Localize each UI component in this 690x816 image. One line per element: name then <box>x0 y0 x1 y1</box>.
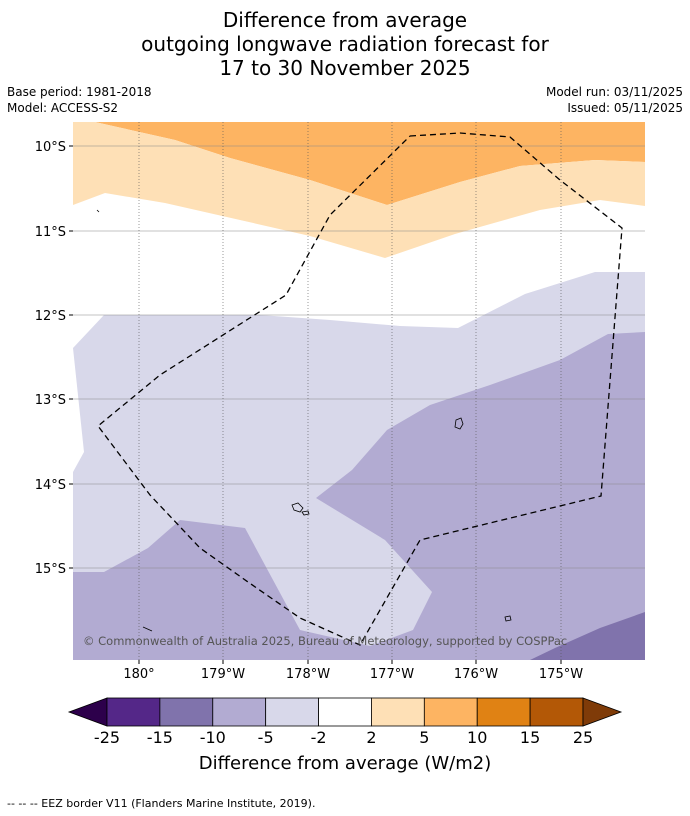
colorbar-under-arrow <box>67 697 108 727</box>
colorbar-swatch <box>371 697 425 727</box>
island-c <box>301 510 310 516</box>
colorbar <box>67 697 623 727</box>
eez-legend-note: -- -- -- EEZ border V11 (Flanders Marine… <box>7 797 316 810</box>
colorbar-tick-label: 15 <box>519 728 541 747</box>
island-d <box>504 615 512 622</box>
island-b <box>291 502 304 513</box>
island-e <box>142 626 153 632</box>
colorbar-swatch <box>212 697 267 727</box>
title-line-3: 17 to 30 November 2025 <box>219 56 471 80</box>
colorbar-tick-label: 10 <box>467 728 488 747</box>
model-name: Model: ACCESS-S2 <box>7 101 119 115</box>
colorbar-swatch <box>423 697 478 727</box>
colorbar-tick-label: -25 <box>93 728 121 747</box>
colorbar-tick-label: -10 <box>199 728 226 747</box>
lon-label: 177°W <box>370 667 414 682</box>
colorbar-swatch <box>318 697 372 727</box>
longitude-labels: 180° 179°W 178°W 177°W 176°W 175°W <box>123 660 583 682</box>
lon-label: 175°W <box>539 667 583 682</box>
colorbar-swatch <box>529 697 584 727</box>
issued-date: Issued: 05/11/2025 <box>567 101 683 115</box>
colorbar-title: Difference from average (W/m2) <box>198 753 492 774</box>
band-negative-moderate <box>73 332 645 660</box>
lat-label: 11°S <box>35 225 66 240</box>
colorbar-tick-label: 25 <box>572 728 594 747</box>
lat-label: 15°S <box>35 562 66 577</box>
island-f <box>96 209 100 213</box>
title-line-1: Difference from average <box>222 8 468 32</box>
meta-right: Model run: 03/11/2025 Issued: 05/11/2025 <box>546 84 683 116</box>
colorbar-swatch <box>106 697 161 727</box>
colorbar-swatch <box>476 697 531 727</box>
latitude-labels: 10°S 11°S 12°S 13°S 14°S 15°S <box>35 140 73 577</box>
map-title: Difference from average outgoing longwav… <box>0 8 690 80</box>
band-negative-strong <box>530 612 645 660</box>
title-line-2: outgoing longwave radiation forecast for <box>141 32 549 56</box>
colorbar-tick-label: -5 <box>257 728 274 747</box>
model-run: Model run: 03/11/2025 <box>545 85 683 99</box>
lat-label: 10°S <box>35 140 66 155</box>
base-period: Base period: 1981-2018 <box>7 85 152 99</box>
lat-label: 14°S <box>35 478 66 493</box>
band-positive-weak <box>73 122 645 258</box>
gridlines <box>73 122 645 660</box>
colorbar-tick-label: -15 <box>146 728 173 747</box>
colorbar-over-arrow <box>582 697 623 727</box>
colorbar-tick-label: 5 <box>419 728 430 747</box>
lat-label: 12°S <box>35 309 66 324</box>
lon-label: 176°W <box>454 667 498 682</box>
lon-label: 178°W <box>286 667 330 682</box>
lon-label: 179°W <box>201 667 245 682</box>
colorbar-swatch <box>159 697 214 727</box>
meta-left: Base period: 1981-2018 Model: ACCESS-S2 <box>7 84 152 116</box>
island-a <box>454 417 464 430</box>
colorbar-tick-label: -2 <box>310 728 327 747</box>
islands <box>96 209 512 632</box>
colorbar-swatch <box>265 697 319 727</box>
lon-label: 180° <box>123 667 154 682</box>
colorbar-tick-label: 2 <box>366 728 377 747</box>
band-positive-strong <box>73 122 645 205</box>
lat-label: 13°S <box>35 393 66 408</box>
eez-border <box>97 132 623 646</box>
copyright-notice: © Commonwealth of Australia 2025, Bureau… <box>83 634 567 648</box>
map-plot-area <box>73 122 645 660</box>
